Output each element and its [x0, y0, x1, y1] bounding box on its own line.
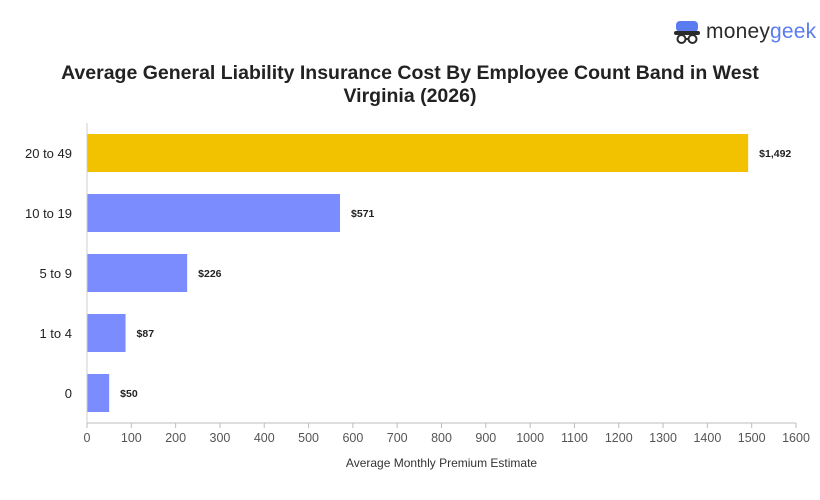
x-tick-label: 600 — [342, 431, 363, 445]
bar-value-label: $571 — [351, 208, 375, 220]
x-tick-label: 1600 — [782, 431, 810, 445]
bars-group: $1,492 $571 $226 $87 $50 — [87, 134, 791, 412]
x-tick-label: 900 — [475, 431, 496, 445]
x-tick-label: 1300 — [649, 431, 677, 445]
bar-3 — [87, 314, 126, 352]
x-tick-label: 1400 — [693, 431, 721, 445]
x-tick-label: 1200 — [605, 431, 633, 445]
x-tick-label: 1500 — [738, 431, 766, 445]
x-tick-label: 100 — [121, 431, 142, 445]
moneygeek-mascot-icon — [674, 21, 700, 44]
bar-value-label: $1,492 — [759, 148, 791, 160]
brand-name-part1: money — [706, 20, 771, 43]
brand-name-part2: geek — [770, 20, 817, 43]
x-tick-label: 0 — [84, 431, 91, 445]
x-tick-label: 1100 — [561, 431, 588, 445]
x-tick-label: 200 — [165, 431, 186, 445]
category-label: 10 to 19 — [25, 206, 72, 221]
category-label: 5 to 9 — [39, 266, 72, 281]
x-tick-label: 300 — [210, 431, 231, 445]
x-tick-label: 500 — [298, 431, 319, 445]
x-tick-label: 1000 — [516, 431, 544, 445]
category-label: 1 to 4 — [39, 326, 72, 341]
bar-2 — [87, 254, 188, 292]
x-tick-label: 700 — [387, 431, 408, 445]
category-label: 20 to 49 — [25, 146, 72, 161]
bar-1 — [87, 194, 341, 232]
x-tick-label: 800 — [431, 431, 452, 445]
axes-group: 20 to 49 10 to 19 5 to 9 1 to 4 0 0 100 200 300 4… — [25, 123, 810, 445]
chart-title: Average General Liability Insurance Cost… — [61, 62, 759, 107]
bar-0 — [87, 134, 749, 172]
bar-value-label: $226 — [198, 268, 222, 280]
brand-name: moneygeek — [706, 20, 816, 44]
brand-logo: moneygeek — [672, 18, 816, 48]
x-axis-label: Average Monthly Premium Estimate — [346, 456, 538, 470]
bar-value-label: $87 — [137, 328, 155, 340]
bar-4 — [87, 374, 110, 412]
bar-value-label: $50 — [120, 388, 138, 400]
category-label: 0 — [65, 386, 72, 401]
x-tick-label: 400 — [254, 431, 275, 445]
